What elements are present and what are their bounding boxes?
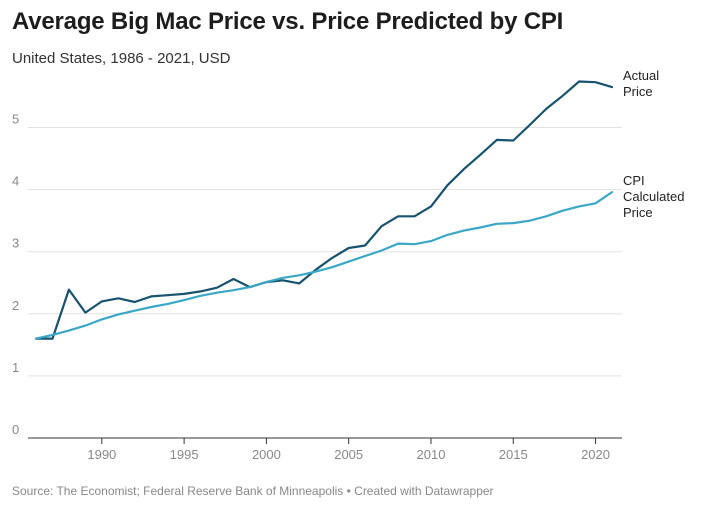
series-line-actual-price — [34, 80, 614, 340]
series-label-cpi-calculated-price: CPI Calculated Price — [623, 173, 684, 220]
series-labels: Actual Price CPI Calculated Price — [623, 68, 684, 220]
x-tick-label: 1995 — [170, 447, 199, 462]
y-tick-label: 1 — [12, 360, 19, 375]
y-tick-label: 4 — [12, 174, 19, 189]
x-tick-label: 1990 — [87, 447, 116, 462]
x-tick-label: 2005 — [334, 447, 363, 462]
x-tick-label: 2010 — [417, 447, 446, 462]
source-note: Source: The Economist; Federal Reserve B… — [12, 484, 494, 498]
line-chart: 0 1 2 3 4 5 1990 1995 2000 2005 2010 2015 2020 Actu… — [12, 68, 684, 462]
x-tick-label: 2020 — [581, 447, 610, 462]
series-lines — [34, 80, 614, 340]
grid: 0 1 2 3 4 5 — [12, 112, 622, 439]
y-tick-label: 5 — [12, 112, 19, 127]
chart-title: Average Big Mac Price vs. Price Predicte… — [12, 8, 564, 35]
x-tick-label: 2000 — [252, 447, 281, 462]
y-tick-label: 3 — [12, 236, 19, 251]
x-axis: 1990 1995 2000 2005 2010 2015 2020 — [87, 438, 610, 462]
series-line-cpi-calculated-price — [34, 191, 614, 340]
y-tick-label: 2 — [12, 298, 19, 313]
chart-subtitle: United States, 1986 - 2021, USD — [12, 50, 231, 67]
series-label-actual-price: Actual Price — [623, 68, 659, 99]
y-tick-label: 0 — [12, 422, 19, 437]
x-tick-label: 2015 — [499, 447, 528, 462]
